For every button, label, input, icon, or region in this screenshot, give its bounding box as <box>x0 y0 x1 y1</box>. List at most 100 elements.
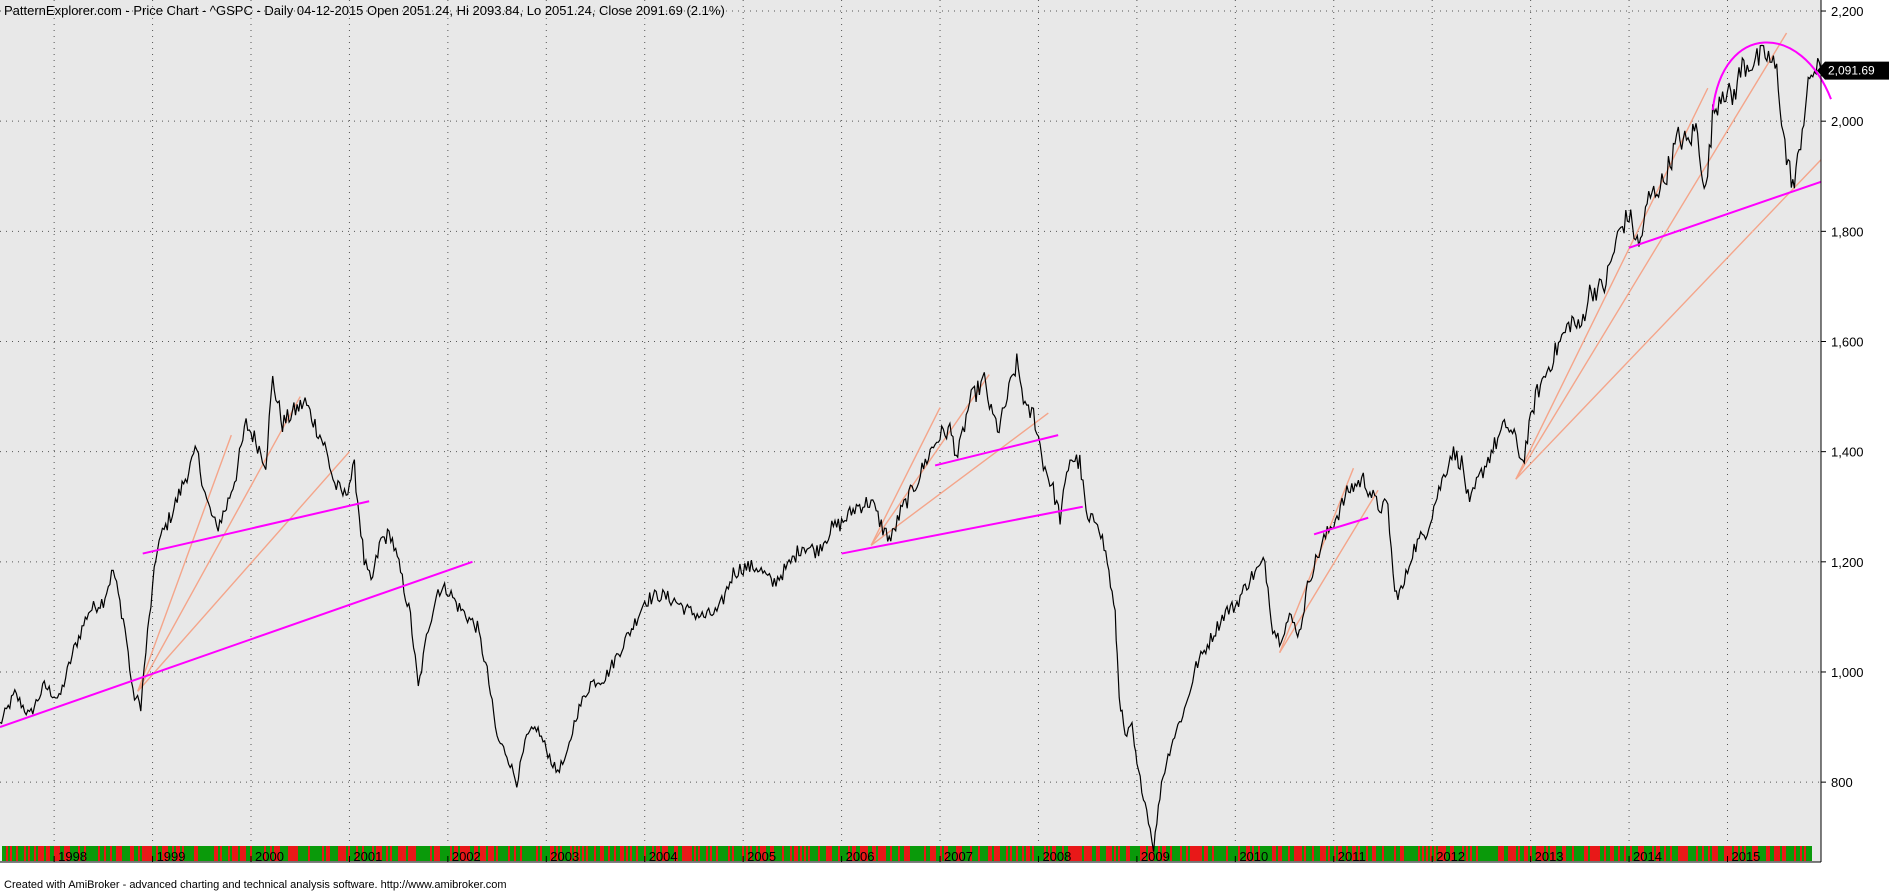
volume-bar <box>1610 846 1612 861</box>
volume-bar <box>518 846 520 861</box>
volume-bar <box>978 846 980 861</box>
volume-bar <box>1010 846 1012 861</box>
volume-bar <box>820 846 822 861</box>
volume-bar <box>1564 846 1566 861</box>
volume-bar <box>834 846 836 861</box>
volume-bar <box>550 846 552 861</box>
volume-bar <box>864 846 866 861</box>
volume-bar <box>22 846 24 861</box>
volume-bar <box>1620 846 1622 861</box>
volume-bar <box>1040 846 1042 861</box>
volume-bar <box>1734 846 1736 861</box>
volume-bar <box>1372 846 1374 861</box>
volume-bar <box>1176 846 1178 861</box>
volume-bar <box>360 846 362 861</box>
volume-bar <box>1356 846 1358 861</box>
volume-bar <box>1170 846 1172 861</box>
volume-bar <box>1028 846 1030 861</box>
volume-bar <box>1644 846 1646 861</box>
volume-bar <box>122 846 124 861</box>
volume-bar <box>1312 846 1314 861</box>
last-price-marker: 2,091.69 <box>1817 61 1889 80</box>
volume-bar <box>1114 846 1116 861</box>
volume-bar <box>1684 846 1686 861</box>
volume-bar <box>284 846 286 861</box>
volume-bar <box>998 846 1000 861</box>
volume-bar <box>1300 846 1302 861</box>
volume-bar <box>1090 846 1092 861</box>
volume-bar <box>1352 846 1354 861</box>
volume-bar <box>1532 846 1534 861</box>
primary-trendline <box>934 434 1059 467</box>
volume-bar <box>220 846 222 861</box>
volume-bar <box>944 846 946 861</box>
volume-bar <box>644 846 646 861</box>
volume-bar <box>1270 846 1272 861</box>
volume-bar <box>1308 846 1310 861</box>
volume-bar <box>628 846 630 861</box>
volume-bar <box>622 846 624 861</box>
volume-bar <box>1328 846 1330 861</box>
volume-bar <box>1410 846 1412 861</box>
volume-bar <box>1774 846 1776 861</box>
volume-bar <box>890 846 892 861</box>
volume-bar <box>852 846 854 861</box>
volume-bar <box>1750 846 1752 861</box>
volume-bar <box>1518 846 1520 861</box>
primary-trendlines <box>0 180 1822 728</box>
volume-bar <box>1190 846 1192 861</box>
x-tick-label: 2005 <box>747 849 776 864</box>
x-tick-label: 2009 <box>1141 849 1170 864</box>
volume-bar <box>1640 846 1642 861</box>
volume-bar <box>320 846 322 861</box>
volume-bar <box>190 846 192 861</box>
volume-bar <box>1678 846 1680 861</box>
volume-bar <box>364 846 366 861</box>
volume-bar <box>362 846 364 861</box>
volume-bar <box>902 846 904 861</box>
volume-bar <box>154 846 156 861</box>
volume-bar <box>1790 846 1792 861</box>
volume-bar <box>1342 846 1344 861</box>
volume-bar <box>1162 846 1164 861</box>
volume-bar <box>880 846 882 861</box>
volume-bar <box>1520 846 1522 861</box>
volume-bar <box>696 846 698 861</box>
volume-bar <box>1440 846 1442 861</box>
volume-bar <box>208 846 210 861</box>
volume-bar <box>446 846 448 861</box>
volume-bar <box>1332 846 1334 861</box>
volume-bar <box>1402 846 1404 861</box>
volume-bar <box>856 846 858 861</box>
volume-bar <box>1280 846 1282 861</box>
volume-bar <box>224 846 226 861</box>
rounding-top-arc <box>1711 41 1832 111</box>
volume-bar <box>382 846 384 861</box>
volume-bar <box>1432 846 1434 861</box>
volume-bar <box>962 846 964 861</box>
volume-bar <box>426 846 428 861</box>
volume-bar <box>1502 846 1504 861</box>
volume-bar <box>1388 846 1390 861</box>
volume-bar <box>226 846 228 861</box>
volume-bar <box>1548 846 1550 861</box>
volume-bar <box>10 846 12 861</box>
volume-bar <box>4 846 6 861</box>
volume-bar <box>1186 846 1188 861</box>
volume-bar <box>712 846 714 861</box>
volume-bar <box>324 846 326 861</box>
x-tick-label: 2012 <box>1436 849 1465 864</box>
volume-bar <box>1700 846 1702 861</box>
volume-bar <box>1784 846 1786 861</box>
volume-bar <box>450 846 452 861</box>
volume-bar <box>838 846 840 861</box>
volume-bar <box>850 846 852 861</box>
volume-bar <box>86 846 88 861</box>
volume-bar <box>482 846 484 861</box>
volume-bar <box>1438 846 1440 861</box>
volume-bar <box>1288 846 1290 861</box>
volume-bar <box>342 846 344 861</box>
volume-bar <box>896 846 898 861</box>
volume-bar <box>1250 846 1252 861</box>
